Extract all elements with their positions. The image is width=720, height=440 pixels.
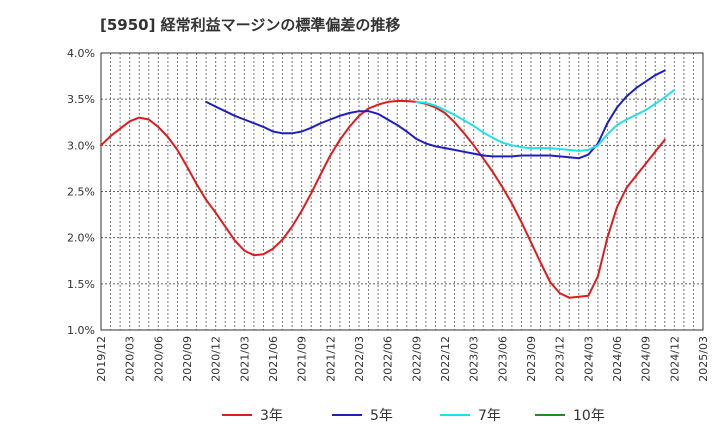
x-tick-label: 2020/03 (124, 336, 137, 382)
legend-label: 10年 (573, 408, 605, 424)
x-tick-label: 2022/09 (410, 336, 423, 382)
x-tick-label: 2024/06 (611, 336, 624, 382)
x-tick-label: 2023/03 (468, 336, 481, 382)
x-tick-label: 2024/09 (640, 336, 653, 382)
x-tick-label: 2023/12 (554, 336, 567, 382)
x-tick-label: 2020/06 (152, 336, 165, 382)
plot-frame (100, 52, 704, 331)
chart-title: [5950] 経常利益マージンの標準偏差の推移 (100, 16, 401, 34)
y-tick-label: 4.0% (67, 47, 95, 60)
x-tick-label: 2023/06 (496, 336, 509, 382)
x-tick-label: 2022/03 (353, 336, 366, 382)
x-tick-label: 2020/09 (181, 336, 194, 382)
x-tick-label: 2021/09 (296, 336, 309, 382)
series-line (100, 100, 666, 299)
legend-label: 5年 (370, 408, 393, 424)
x-tick-label: 2023/09 (525, 336, 538, 382)
x-tick-label: 2021/12 (324, 336, 337, 382)
x-tick-label: 2019/12 (95, 336, 108, 382)
y-tick-label: 3.0% (67, 139, 95, 152)
y-tick-label: 2.0% (67, 232, 95, 245)
x-tick-label: 2021/06 (267, 336, 280, 382)
x-tick-label: 2022/12 (439, 336, 452, 382)
x-tick-label: 2021/03 (238, 336, 251, 382)
legend-label: 3年 (260, 408, 283, 424)
y-tick-label: 1.0% (67, 324, 95, 337)
y-tick-label: 2.5% (67, 186, 95, 199)
x-tick-label: 2025/03 (697, 336, 710, 382)
series-line (205, 69, 666, 160)
x-tick-label: 2024/03 (582, 336, 595, 382)
y-tick-label: 1.5% (67, 278, 95, 291)
series-line (415, 88, 676, 152)
legend-label: 7年 (478, 408, 501, 424)
x-tick-label: 2020/12 (210, 336, 223, 382)
y-tick-label: 3.5% (67, 93, 95, 106)
x-tick-label: 2022/06 (382, 336, 395, 382)
x-tick-label: 2024/12 (668, 336, 681, 382)
